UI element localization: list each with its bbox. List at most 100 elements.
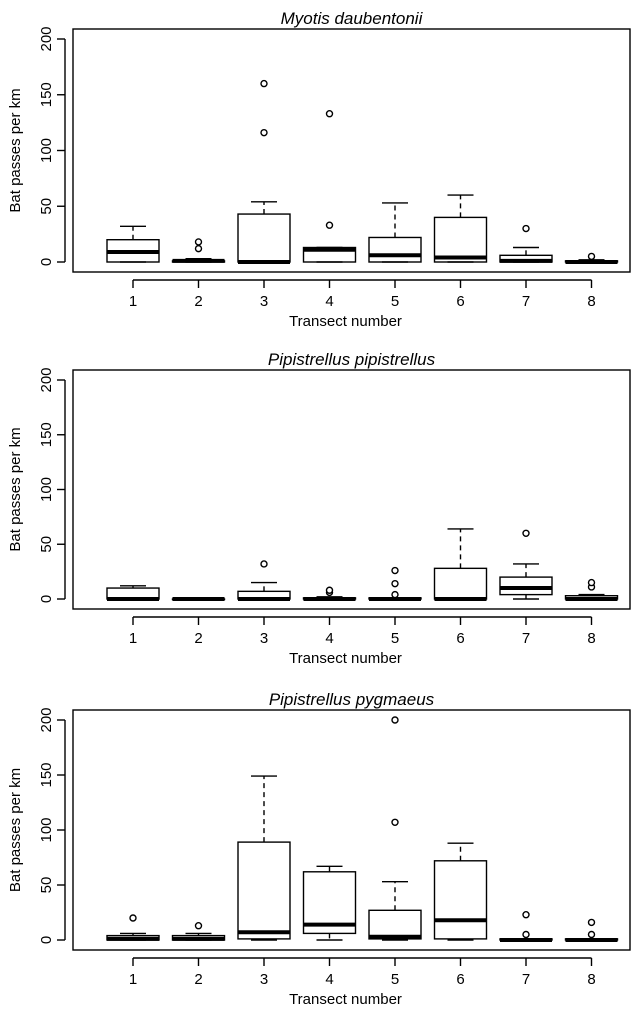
box-group-8: [564, 578, 619, 601]
panel-title: Myotis daubentonii: [281, 9, 424, 28]
outlier-point: [325, 110, 334, 118]
x-axis-title: Transect number: [289, 991, 402, 1008]
x-tick-label: 6: [456, 971, 464, 988]
panel-title: Pipistrellus pipistrellus: [268, 350, 436, 369]
x-tick-label: 1: [129, 630, 137, 647]
box-group-3: [237, 775, 291, 941]
box: [433, 860, 488, 940]
box-group-4: [302, 586, 357, 601]
y-tick-label: 200: [38, 26, 55, 51]
outlier-point: [260, 79, 268, 88]
box-group-4: [302, 110, 357, 263]
plot-frame: [72, 28, 631, 273]
box-group-8: [564, 918, 619, 942]
plot-frame: [72, 709, 631, 951]
box-group-2: [171, 597, 226, 601]
box-group-7: [499, 911, 553, 942]
outlier-point: [391, 818, 399, 826]
box: [302, 246, 357, 263]
outlier-point: [522, 930, 530, 939]
x-tick-label: 8: [587, 630, 595, 647]
y-tick-label: 200: [38, 367, 55, 392]
outlier-point: [194, 922, 203, 930]
outlier-point: [325, 221, 334, 229]
outlier-point: [391, 566, 399, 575]
x-axis-title: Transect number: [289, 313, 402, 330]
x-tick-label: 2: [194, 971, 202, 988]
outlier-point: [260, 128, 268, 137]
box-group-3: [237, 79, 291, 264]
x-tick-label: 5: [391, 971, 399, 988]
outlier-point: [391, 579, 399, 588]
y-axis-title: Bat passes per km: [7, 427, 24, 551]
y-tick-label: 150: [38, 422, 55, 447]
y-axis-title: Bat passes per km: [7, 768, 24, 892]
outlier-point: [587, 252, 596, 261]
x-tick-label: 3: [260, 630, 268, 647]
y-tick-label: 50: [38, 198, 55, 215]
x-tick-label: 4: [325, 630, 333, 647]
panel-title: Pipistrellus pygmaeus: [269, 690, 435, 709]
panel-3: Pipistrellus pygmaeus 0 50 100 150 200 Bat pas…: [7, 690, 631, 1008]
box-group-1: [106, 225, 160, 263]
outlier-point: [391, 716, 399, 724]
box-group-6: [433, 194, 488, 263]
x-tick-label: 3: [260, 293, 268, 310]
outlier-point: [260, 560, 268, 568]
box: [433, 567, 488, 600]
x-tick-label: 6: [456, 630, 464, 647]
outlier-point: [587, 578, 596, 587]
box-group-4: [302, 865, 357, 941]
y-tick-label: 50: [38, 877, 55, 894]
box: [237, 841, 291, 940]
outlier-point: [587, 930, 596, 939]
x-tick-label: 1: [129, 971, 137, 988]
outlier-point: [522, 911, 530, 919]
y-tick-label: 50: [38, 536, 55, 553]
x-tick-label: 2: [194, 630, 202, 647]
x-tick-label: 8: [587, 293, 595, 310]
x-tick-label: 5: [391, 293, 399, 310]
box-group-5: [368, 202, 422, 263]
box: [368, 909, 422, 940]
box-group-3: [237, 560, 291, 601]
box-group-8: [564, 252, 619, 264]
outlier-point: [194, 238, 203, 246]
y-tick-label: 100: [38, 477, 55, 502]
y-tick-label: 0: [38, 258, 55, 266]
box-group-7: [499, 529, 553, 600]
y-tick-label: 150: [38, 82, 55, 107]
plot-frame: [72, 369, 631, 610]
panel-2: Pipistrellus pipistrellus 0 50 100 150 200 Bat…: [7, 350, 631, 667]
box: [237, 213, 291, 263]
x-tick-label: 4: [325, 971, 333, 988]
panel-1: Myotis daubentonii 0 50 100 150 200 Bat passes…: [7, 9, 631, 330]
outlier-point: [129, 914, 137, 922]
x-tick-label: 3: [260, 971, 268, 988]
y-tick-label: 100: [38, 138, 55, 163]
outlier-point: [522, 529, 530, 537]
box-group-1: [106, 914, 160, 941]
x-axis-title: Transect number: [289, 650, 402, 667]
box: [433, 216, 488, 263]
outlier-point: [325, 586, 334, 594]
y-tick-label: 200: [38, 707, 55, 732]
box-group-6: [433, 528, 488, 601]
x-tick-label: 4: [325, 293, 333, 310]
y-tick-label: 0: [38, 936, 55, 944]
y-tick-label: 100: [38, 817, 55, 842]
y-axis-title: Bat passes per km: [7, 88, 24, 212]
y-tick-label: 0: [38, 595, 55, 603]
outlier-point: [391, 590, 399, 599]
y-tick-label: 150: [38, 762, 55, 787]
box: [302, 871, 357, 935]
box-group-2: [171, 922, 226, 941]
x-tick-label: 1: [129, 293, 137, 310]
box: [499, 576, 553, 596]
x-tick-label: 5: [391, 630, 399, 647]
outlier-point: [522, 224, 530, 233]
x-tick-label: 8: [587, 971, 595, 988]
outlier-point: [587, 918, 596, 927]
